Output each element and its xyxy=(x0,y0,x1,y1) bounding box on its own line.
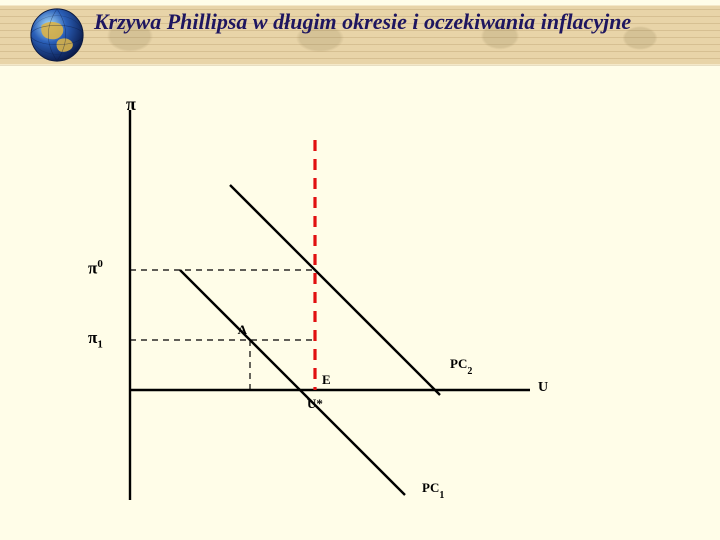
phillips-diagram: PC1 PC2 A E U* π U π0 π1 xyxy=(60,90,580,520)
svg-text:PC1: PC1 xyxy=(422,480,444,501)
y-axis-label: π xyxy=(126,94,136,115)
svg-text:A: A xyxy=(238,322,248,337)
pi0-label: π0 xyxy=(88,258,103,279)
slide-header: Krzywa Phillipsa w długim okresie i ocze… xyxy=(0,0,720,70)
svg-text:PC2: PC2 xyxy=(450,356,472,377)
globe-icon xyxy=(28,6,86,64)
svg-text:U*: U* xyxy=(307,396,323,411)
pi1-label: π1 xyxy=(88,328,103,350)
svg-text:E: E xyxy=(322,372,331,387)
diagram-svg: PC1 PC2 A E U* xyxy=(60,90,580,520)
slide-title: Krzywa Phillipsa w długim okresie i ocze… xyxy=(94,8,710,36)
x-axis-label: U xyxy=(538,380,548,396)
